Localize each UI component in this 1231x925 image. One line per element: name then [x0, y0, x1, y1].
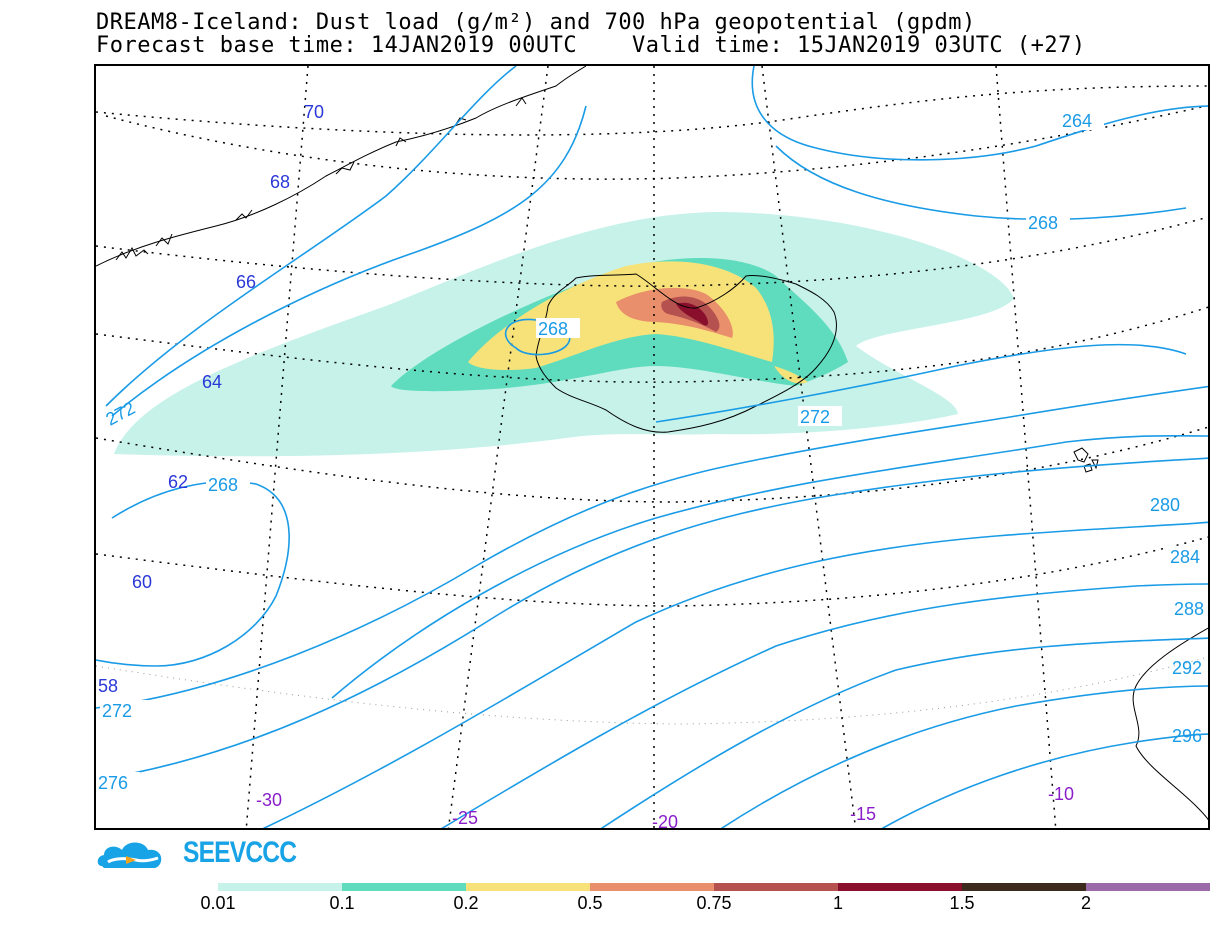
legend-label: 0.01	[200, 893, 236, 913]
contour-label: 272	[102, 398, 138, 430]
legend-label: 0.75	[696, 893, 732, 913]
contour-label: 276	[98, 773, 128, 793]
iceland-coast	[535, 273, 837, 433]
legend-swatch	[590, 883, 714, 891]
legend-swatch	[218, 883, 342, 891]
greenland-coast	[96, 66, 587, 267]
legend-label: 1.5	[949, 893, 975, 913]
map-title-line-1: DREAM8-Iceland: Dust load (g/m²) and 700…	[96, 10, 976, 35]
contour-272	[111, 105, 1187, 423]
contour-label: 268	[538, 319, 568, 339]
lat-label: 60	[132, 572, 152, 592]
legend-swatch	[466, 883, 590, 891]
contour-label: 272	[800, 407, 830, 427]
legend-label: 0.5	[577, 893, 603, 913]
contour-268-top	[105, 66, 1187, 407]
legend-swatch	[714, 883, 838, 891]
scotland-coast	[1132, 627, 1208, 821]
legend-label: 0.2	[453, 893, 479, 913]
contour-292	[262, 521, 1208, 828]
lat-label: 64	[202, 372, 222, 392]
dust-band-1	[676, 302, 709, 326]
contour-labels: 264 268 268 272 272 268 280 284 288 272 …	[96, 110, 1208, 793]
lon-label: -25	[452, 808, 478, 828]
greenland-coast-detail	[115, 97, 527, 261]
geopotential-contours	[96, 66, 1208, 828]
lon-label: -15	[850, 804, 876, 824]
dust-band-0-2b	[774, 366, 808, 384]
map-canvas: 70 68 66 64 62 60 58 -30 -25 -20 -15 -10…	[96, 66, 1208, 830]
legend-label: 0.1	[329, 893, 355, 913]
contour-268-sw	[96, 481, 290, 667]
contour-264	[751, 66, 1208, 161]
legend-label: 2	[1080, 893, 1092, 913]
contour-label: 284	[1170, 547, 1200, 567]
seevccc-logo-text: SEEVCCC	[183, 836, 297, 869]
lon-label: -30	[256, 790, 282, 810]
map-title-line-2: Forecast base time: 14JAN2019 00UTC Vali…	[96, 33, 1086, 58]
contour-label: 268	[1028, 213, 1058, 233]
contour-308	[881, 733, 1208, 828]
legend-swatch	[1086, 883, 1210, 891]
latitude-labels: 70 68 66 64 62 60 58	[98, 102, 324, 696]
contour-label: 296	[1172, 726, 1202, 746]
contour-label: 264	[1062, 111, 1092, 131]
lon-label: -20	[652, 812, 678, 830]
legend-swatch	[962, 883, 1086, 891]
legend-label: 1	[832, 893, 844, 913]
contour-label: 292	[1172, 658, 1202, 678]
dust-load-legend-labels: 0.01 0.1 0.2 0.5 0.75 1 1.5 2	[0, 893, 1231, 917]
contour-296	[441, 583, 1208, 828]
contour-300	[600, 637, 1208, 828]
lat-label: 62	[168, 472, 188, 492]
legend-swatch	[838, 883, 962, 891]
legend-swatch	[342, 883, 466, 891]
contour-label: 268	[208, 475, 238, 495]
longitude-labels: -30 -25 -20 -15 -10	[256, 784, 1074, 830]
contour-304	[720, 685, 1208, 828]
contour-288	[96, 457, 1208, 781]
dust-band-0-2	[468, 261, 774, 370]
coastlines	[96, 66, 1208, 821]
lat-label: 66	[236, 272, 256, 292]
contour-284	[96, 385, 1208, 709]
dust-load-legend	[218, 883, 1210, 891]
contour-label: 288	[1174, 599, 1204, 619]
contour-280	[331, 434, 1208, 699]
lat-label: 68	[270, 172, 290, 192]
lon-label: -10	[1048, 784, 1074, 804]
faroe-islands	[1073, 447, 1099, 473]
contour-label: 272	[102, 701, 132, 721]
forecast-map: 70 68 66 64 62 60 58 -30 -25 -20 -15 -10…	[94, 64, 1210, 830]
lat-label: 70	[304, 102, 324, 122]
lat-label: 58	[98, 676, 118, 696]
seevccc-cloud-icon	[97, 842, 162, 868]
contour-label: 280	[1150, 495, 1180, 515]
